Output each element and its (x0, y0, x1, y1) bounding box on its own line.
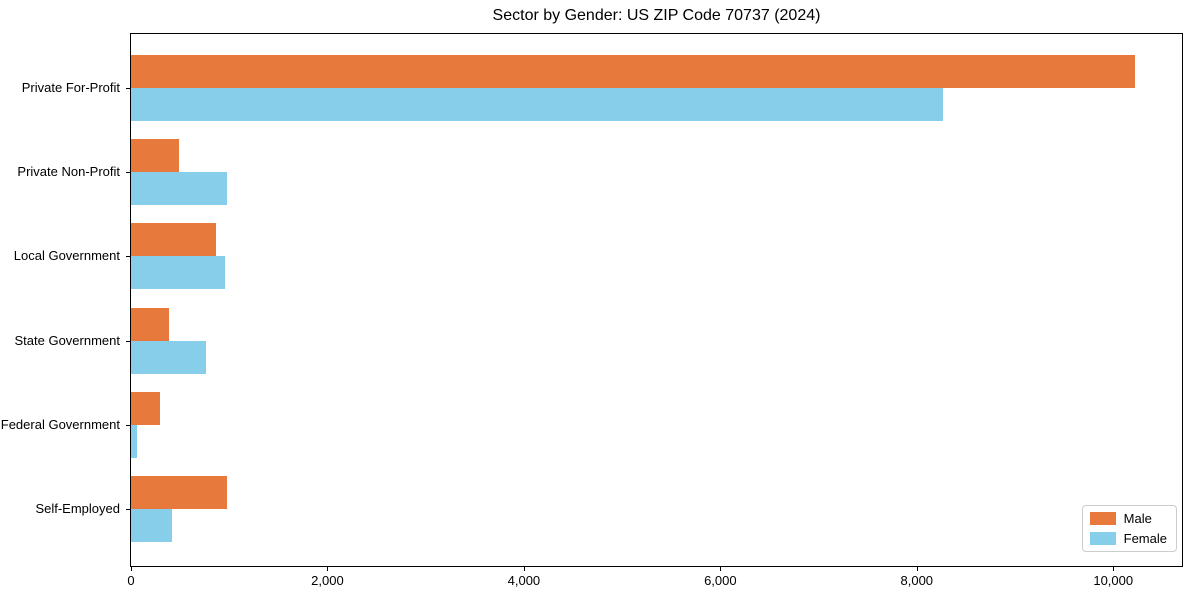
x-tick-mark (916, 567, 918, 571)
legend-swatch-female (1089, 532, 1116, 545)
legend-item-male: Male (1089, 511, 1167, 526)
legend-swatch-male (1089, 512, 1116, 525)
x-tick-label: 10,000 (1093, 573, 1134, 588)
legend-label: Male (1123, 511, 1152, 526)
x-tick-mark (523, 567, 525, 571)
legend-item-female: Female (1089, 531, 1167, 546)
plot-area: Male Female (130, 33, 1183, 567)
y-tick-label: Private For-Profit (21, 80, 120, 95)
x-tick-label: 6,000 (704, 573, 737, 588)
y-tick-label: Local Government (13, 248, 120, 264)
bar-female-0 (131, 88, 943, 121)
bar-female-3 (131, 340, 206, 374)
bar-male-3 (131, 307, 169, 341)
bar-female-2 (131, 256, 225, 290)
y-tick-mark (126, 88, 130, 89)
y-tick-label: Federal Government (0, 416, 120, 432)
bar-female-4 (131, 424, 138, 458)
x-tick-mark (327, 567, 329, 571)
x-tick-label: 2,000 (311, 573, 344, 588)
y-tick-label: Self-Employed (35, 501, 120, 516)
y-tick-label: Private Non-Profit (17, 164, 120, 180)
legend: Male Female (1081, 505, 1177, 552)
y-tick-mark (126, 509, 130, 510)
y-tick-mark (126, 172, 130, 174)
bar-female-5 (131, 509, 172, 542)
x-tick-mark (720, 567, 722, 571)
y-tick-label: State Government (14, 332, 121, 348)
x-tick-label: 0 (127, 573, 135, 588)
bar-male-0 (131, 55, 1135, 88)
x-tick-mark (131, 567, 132, 571)
legend-label: Female (1123, 531, 1167, 546)
x-tick-mark (1113, 567, 1115, 571)
x-tick-label: 8,000 (900, 573, 934, 588)
bar-male-5 (131, 476, 227, 509)
bar-male-4 (131, 391, 161, 425)
bar-male-2 (131, 223, 216, 257)
y-tick-mark (126, 256, 130, 258)
bar-female-1 (131, 172, 227, 206)
chart-title: Sector by Gender: US ZIP Code 70737 (202… (492, 7, 821, 24)
y-tick-mark (126, 424, 130, 426)
bar-male-1 (131, 139, 180, 173)
y-tick-mark (126, 340, 130, 342)
x-tick-label: 4,000 (507, 573, 541, 588)
